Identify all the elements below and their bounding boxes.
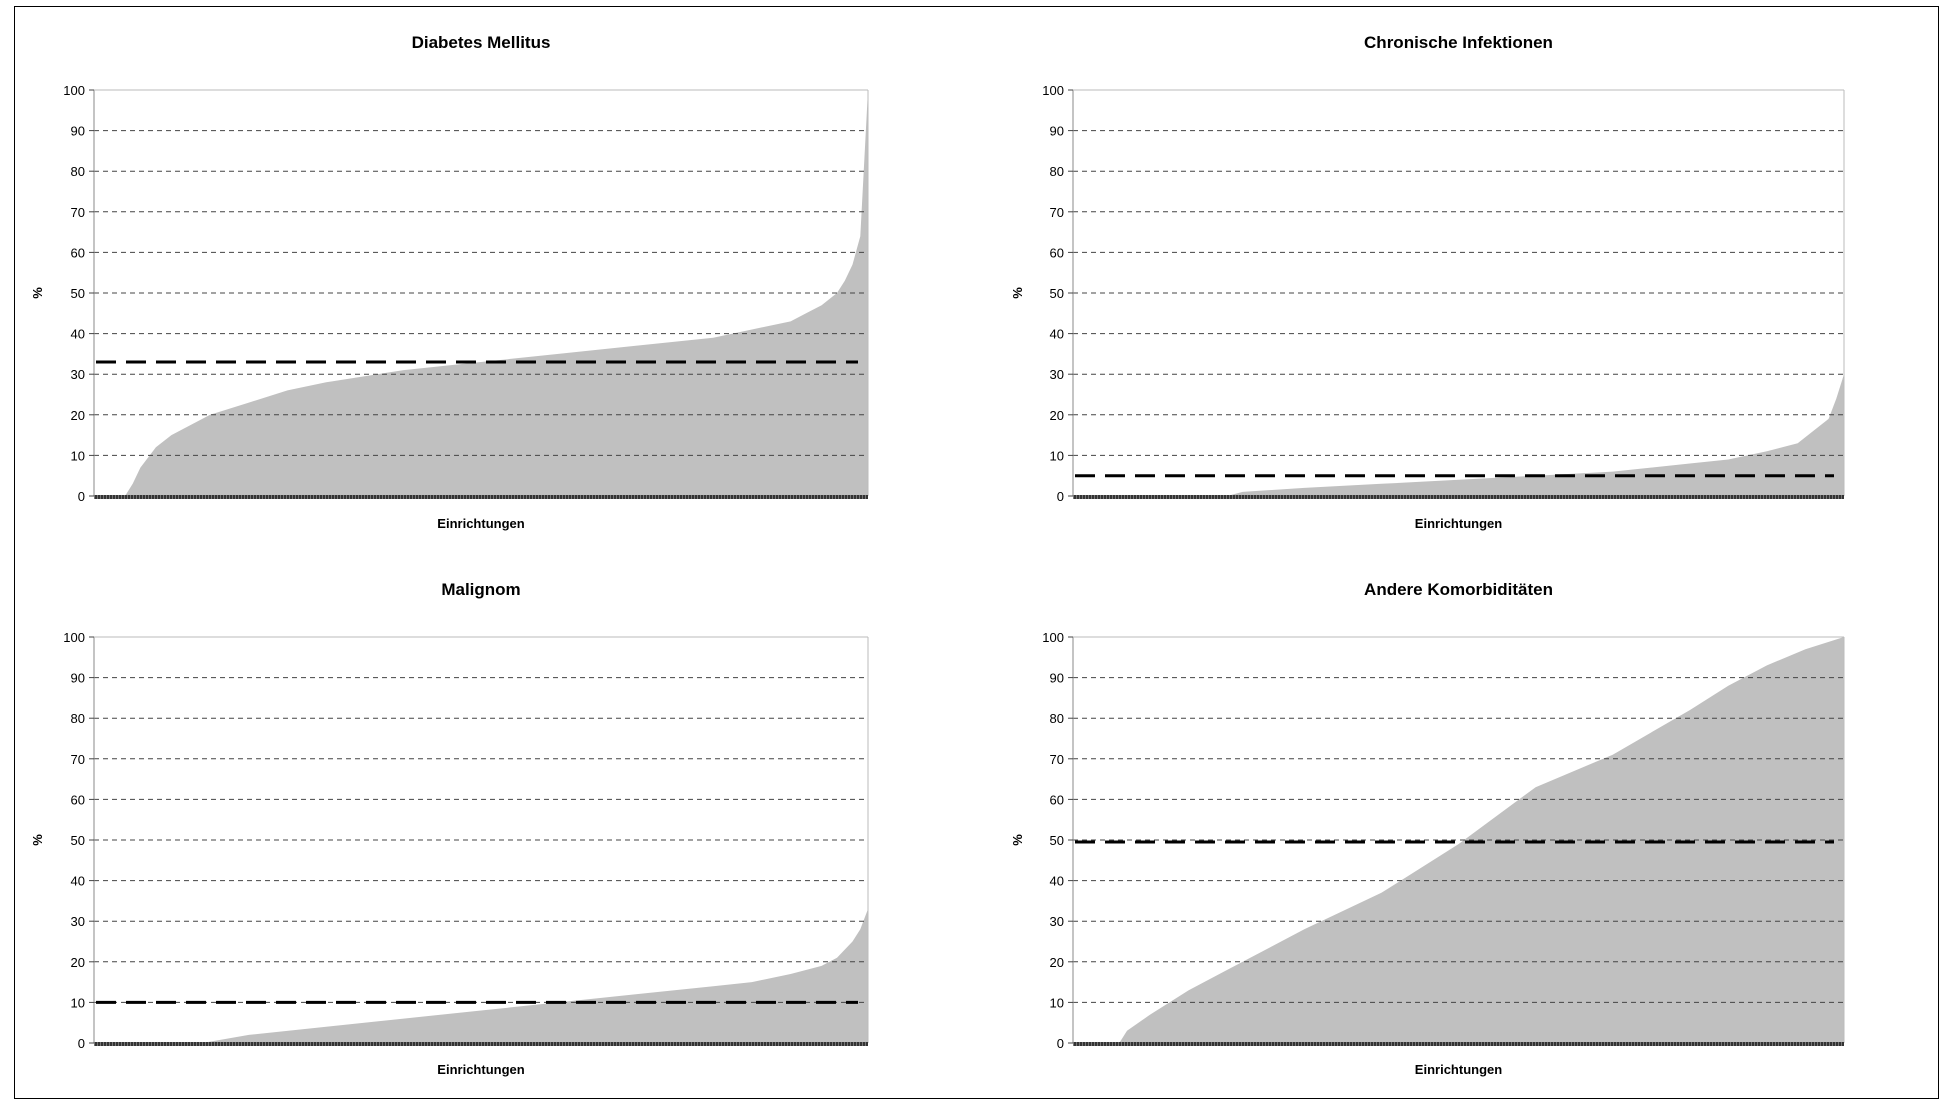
y-tick-label: 20	[71, 408, 85, 423]
y-tick-label: 20	[1050, 408, 1064, 423]
y-tick-label: 0	[1057, 489, 1064, 504]
y-tick-label: 40	[1050, 874, 1064, 889]
chart-title: Andere Komorbiditäten	[1364, 580, 1553, 599]
y-tick-label: 90	[71, 124, 85, 139]
y-tick-label: 50	[71, 286, 85, 301]
y-tick-label: 70	[1050, 752, 1064, 767]
x-axis-label: Einrichtungen	[437, 1062, 524, 1077]
y-tick-label: 80	[71, 711, 85, 726]
chart-title: Chronische Infektionen	[1364, 33, 1553, 52]
data-area	[94, 909, 868, 1043]
y-tick-label: 40	[1050, 327, 1064, 342]
y-tick-label: 40	[71, 874, 85, 889]
chart-title: Diabetes Mellitus	[412, 33, 551, 52]
y-tick-label: 50	[1050, 833, 1064, 848]
y-tick-label: 30	[71, 914, 85, 929]
y-tick-label: 100	[63, 630, 85, 645]
data-area	[94, 90, 868, 496]
y-tick-label: 100	[1042, 83, 1064, 98]
y-tick-label: 70	[71, 752, 85, 767]
x-axis-label: Einrichtungen	[1415, 1062, 1502, 1077]
y-tick-label: 50	[1050, 286, 1064, 301]
chart-panel: 0 10 20 30 40 50 60 70 80 90 100 Chronische Infekti…	[1010, 33, 1845, 531]
y-tick-label: 80	[71, 164, 85, 179]
y-axis-label: %	[30, 834, 45, 846]
data-area	[1073, 374, 1844, 496]
y-tick-label: 50	[71, 833, 85, 848]
y-tick-label: 40	[71, 327, 85, 342]
y-axis-label: %	[1010, 287, 1025, 299]
y-tick-label: 70	[1050, 205, 1064, 220]
y-tick-label: 90	[71, 671, 85, 686]
y-tick-label: 100	[1042, 630, 1064, 645]
y-axis-label: %	[30, 287, 45, 299]
y-tick-label: 10	[71, 448, 85, 463]
y-axis-label: %	[1010, 834, 1025, 846]
y-tick-label: 30	[1050, 367, 1064, 382]
y-tick-label: 60	[71, 245, 85, 260]
y-tick-label: 10	[1050, 448, 1064, 463]
y-tick-label: 20	[1050, 955, 1064, 970]
y-tick-label: 70	[71, 205, 85, 220]
chart-title: Malignom	[441, 580, 520, 599]
y-tick-label: 100	[63, 83, 85, 98]
data-area	[1073, 637, 1844, 1043]
y-tick-label: 0	[78, 489, 85, 504]
x-axis-label: Einrichtungen	[1415, 516, 1502, 531]
y-tick-label: 10	[71, 995, 85, 1010]
y-tick-label: 60	[1050, 792, 1064, 807]
chart-panel: 0 10 20 30 40 50 60 70 80 90 100 Diabetes Mellitus E…	[30, 33, 869, 531]
y-tick-label: 90	[1050, 671, 1064, 686]
y-tick-label: 0	[78, 1036, 85, 1051]
x-axis-label: Einrichtungen	[437, 516, 524, 531]
y-tick-label: 0	[1057, 1036, 1064, 1051]
y-tick-label: 60	[71, 792, 85, 807]
chart-panel: 0 10 20 30 40 50 60 70 80 90 100 Andere Komorbiditä…	[1010, 580, 1845, 1077]
y-tick-label: 10	[1050, 995, 1064, 1010]
y-tick-label: 60	[1050, 245, 1064, 260]
y-tick-label: 30	[71, 367, 85, 382]
y-tick-label: 80	[1050, 164, 1064, 179]
y-tick-label: 80	[1050, 711, 1064, 726]
figure-frame: 0 10 20 30 40 50 60 70 80 90 100 Diabetes Mellitus E…	[14, 6, 1939, 1099]
chart-panel: 0 10 20 30 40 50 60 70 80 90 100 Malignom Einrichtun…	[30, 580, 869, 1077]
y-tick-label: 90	[1050, 124, 1064, 139]
y-tick-label: 20	[71, 955, 85, 970]
y-tick-label: 30	[1050, 914, 1064, 929]
